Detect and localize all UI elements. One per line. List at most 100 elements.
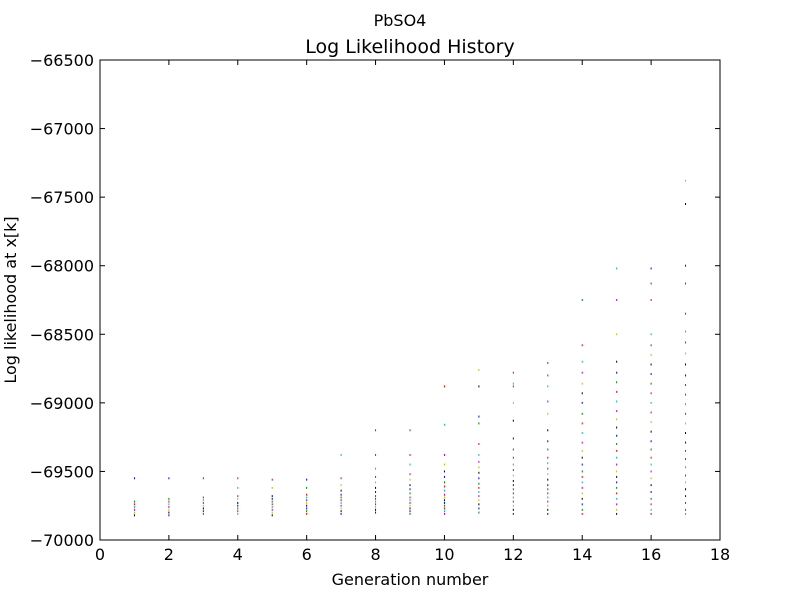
scatter-point	[478, 471, 480, 474]
scatter-point	[340, 504, 342, 507]
scatter-point	[547, 362, 549, 365]
scatter-point	[547, 448, 549, 451]
scatter-point	[616, 449, 618, 452]
scatter-point	[202, 504, 204, 507]
scatter-point	[616, 418, 618, 421]
scatter-point	[478, 466, 480, 469]
scatter-point	[685, 474, 687, 477]
x-tick-label: 12	[503, 545, 523, 564]
scatter-point	[650, 477, 652, 480]
scatter-point	[616, 299, 618, 301]
scatter-point	[443, 463, 445, 466]
scatter-point	[443, 512, 445, 515]
scatter-point	[650, 333, 652, 336]
scatter-point	[443, 504, 445, 507]
scatter-point	[478, 368, 480, 371]
scatter-point	[547, 492, 549, 495]
y-axis-label: Log likelihood at x[k]	[1, 216, 20, 383]
scatter-point	[685, 341, 687, 344]
scatter-point	[616, 503, 618, 506]
scatter-points	[133, 179, 687, 517]
scatter-point	[616, 463, 618, 466]
scatter-point	[616, 470, 618, 473]
scatter-point	[685, 264, 687, 267]
scatter-point	[547, 385, 549, 388]
scatter-point	[375, 486, 377, 489]
scatter-point	[409, 507, 411, 510]
scatter-point	[650, 373, 652, 376]
scatter-point	[306, 486, 308, 489]
scatter-point	[616, 508, 618, 511]
scatter-point	[616, 390, 618, 393]
scatter-point	[443, 501, 445, 504]
scatter-point	[616, 481, 618, 484]
scatter-point	[650, 382, 652, 385]
scatter-point	[375, 506, 377, 509]
scatter-point	[478, 477, 480, 480]
scatter-point	[202, 512, 204, 515]
scatter-point	[685, 449, 687, 452]
scatter-point	[616, 456, 618, 459]
y-tick-label: −69000	[30, 394, 94, 413]
scatter-point	[685, 458, 687, 461]
scatter-point	[616, 426, 618, 429]
scatter-point	[443, 470, 445, 473]
scatter-point	[168, 477, 170, 480]
scatter-point	[685, 412, 687, 415]
scatter-point	[685, 363, 687, 366]
scatter-point	[581, 456, 583, 459]
scatter-point	[547, 467, 549, 470]
scatter-point	[375, 503, 377, 506]
scatter-point	[616, 333, 618, 336]
scatter-point	[375, 511, 377, 514]
scatter-point	[650, 470, 652, 473]
scatter-point	[133, 514, 135, 517]
scatter-point	[409, 429, 411, 432]
scatter-point	[202, 510, 204, 513]
scatter-point	[512, 488, 514, 491]
y-tick-label: −68000	[30, 257, 94, 276]
scatter-point	[340, 501, 342, 504]
scatter-point	[443, 510, 445, 513]
scatter-point	[306, 512, 308, 515]
scatter-point	[616, 371, 618, 374]
scatter-point	[685, 488, 687, 491]
y-tick-label: −67000	[30, 120, 94, 139]
scatter-point	[547, 484, 549, 487]
scatter-point	[340, 507, 342, 510]
scatter-point	[202, 499, 204, 502]
scatter-point	[443, 489, 445, 492]
scatter-point	[478, 422, 480, 425]
scatter-point	[271, 514, 273, 517]
scatter-point	[685, 330, 687, 333]
scatter-point	[409, 510, 411, 513]
scatter-point	[478, 482, 480, 485]
scatter-point	[547, 504, 549, 507]
scatter-point	[650, 363, 652, 366]
scatter-point	[133, 503, 135, 506]
scatter-point	[237, 507, 239, 510]
scatter-point	[685, 481, 687, 484]
y-tick-label: −68500	[30, 325, 94, 344]
scatter-point	[650, 299, 652, 301]
scatter-point	[650, 484, 652, 487]
scatter-point	[306, 507, 308, 510]
scatter-point	[237, 495, 239, 498]
scatter-point	[168, 500, 170, 503]
scatter-point	[581, 441, 583, 444]
scatter-point	[512, 480, 514, 483]
scatter-point	[650, 497, 652, 500]
scatter-point	[237, 510, 239, 513]
scatter-point	[512, 512, 514, 515]
scatter-point	[650, 440, 652, 443]
scatter-point	[478, 385, 480, 388]
scatter-point	[512, 463, 514, 466]
scatter-point	[616, 267, 618, 270]
scatter-point	[512, 500, 514, 503]
scatter-point	[581, 486, 583, 489]
scatter-point	[581, 360, 583, 363]
scatter-point	[512, 474, 514, 477]
scatter-point	[547, 374, 549, 377]
y-tick-label: −69500	[30, 462, 94, 481]
scatter-point	[478, 460, 480, 463]
